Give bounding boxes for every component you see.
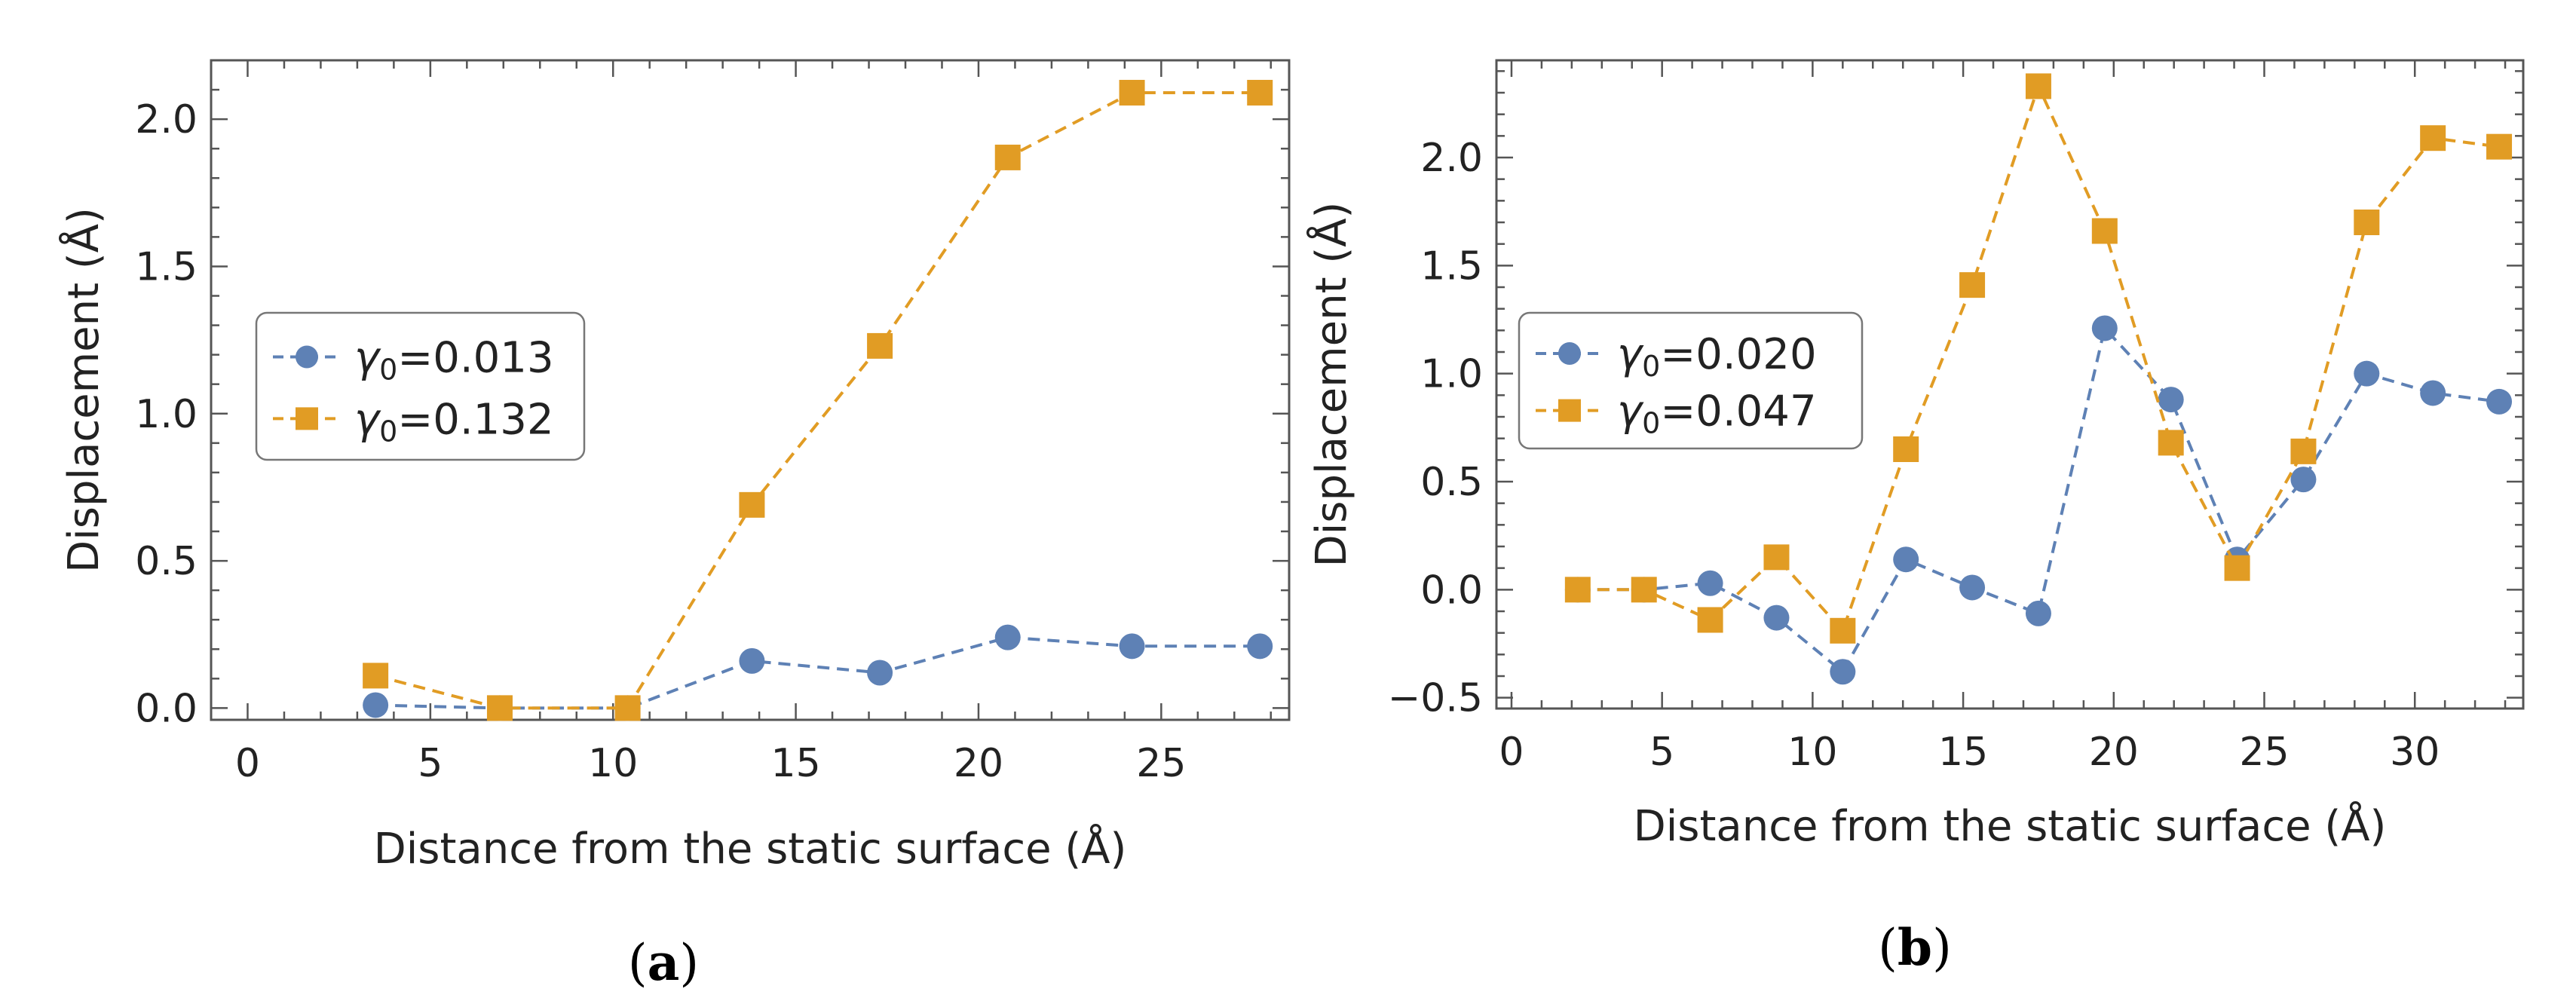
data-point-a-0 <box>739 647 765 674</box>
x-tick-label-b: 10 <box>1787 730 1837 775</box>
x-tick-label-a: 10 <box>588 741 638 786</box>
data-point-a-1 <box>739 491 765 518</box>
legend-box-b <box>1518 311 1864 450</box>
data-point-b-1 <box>2486 133 2513 160</box>
legend-marker-b-1 <box>1558 399 1581 422</box>
y-tick-label-b: 0.0 <box>1420 568 1483 613</box>
data-point-a-1 <box>486 695 513 721</box>
x-axis-title-b: Distance from the static surface (Å) <box>1634 801 2387 851</box>
plot-frame-a <box>210 59 1291 721</box>
data-point-a-1 <box>994 144 1021 170</box>
data-point-b-0 <box>2091 315 2118 341</box>
data-point-b-0 <box>2486 388 2513 415</box>
x-tick-label-b: 5 <box>1649 730 1674 775</box>
x-tick-label-b: 25 <box>2239 730 2289 775</box>
data-point-b-1 <box>1830 617 1856 644</box>
series-line-a-1 <box>375 91 1260 710</box>
data-point-b-0 <box>2354 360 2380 387</box>
legend-a: γ0=0.013 γ0=0.132 <box>255 311 586 461</box>
legend-label-a-0: γ0=0.013 <box>354 334 554 387</box>
data-point-a-1 <box>363 663 389 689</box>
y-tick-label-b: 1.5 <box>1420 243 1483 289</box>
y-tick-label-b: 0.5 <box>1420 460 1483 505</box>
x-tick-label-a: 5 <box>418 741 443 786</box>
data-point-a-0 <box>363 692 389 718</box>
data-point-b-1 <box>1697 607 1723 633</box>
x-tick-label-b: 20 <box>2089 730 2139 775</box>
caption-a: (a) <box>628 933 699 992</box>
data-point-b-1 <box>2224 555 2250 581</box>
data-point-b-1 <box>2091 218 2118 244</box>
caption-b-letter: b <box>1898 918 1932 977</box>
panel-b: 0 5 10 15 20 25 30 −0.5 0.0 0.5 1.0 1.5 2.0 Distance … <box>1306 59 2525 851</box>
x-tick-label-a: 25 <box>1136 741 1186 786</box>
x-tick-label-b: 30 <box>2390 730 2440 775</box>
data-point-b-1 <box>2025 73 2051 99</box>
y-axis-title-b: Displacement (Å) <box>1306 202 1356 568</box>
y-tick-label-a: 0.5 <box>135 539 198 584</box>
legend-label-b-1: γ0=0.047 <box>1617 387 1817 440</box>
data-point-b-1 <box>1564 577 1591 603</box>
data-point-b-0 <box>2158 387 2184 413</box>
data-point-b-1 <box>1959 272 1986 298</box>
y-tick-label-b: 1.0 <box>1420 352 1483 397</box>
data-point-a-1 <box>1247 79 1273 106</box>
data-point-a-0 <box>1247 633 1273 660</box>
y-tick-label-a: 2.0 <box>135 97 198 142</box>
data-point-b-1 <box>2354 210 2380 235</box>
legend-box-a <box>255 311 586 461</box>
data-point-b-0 <box>1830 659 1856 685</box>
y-tick-label-a: 0.0 <box>135 686 198 731</box>
series-line-a-0 <box>375 635 1260 710</box>
legend-label-b-0: γ0=0.020 <box>1617 330 1817 383</box>
x-tick-label-a: 15 <box>771 741 821 786</box>
x-tick-label-a: 20 <box>954 741 1003 786</box>
y-tick-label-b: 2.0 <box>1420 136 1483 181</box>
data-point-b-1 <box>1763 544 1790 571</box>
data-point-b-1 <box>2420 125 2446 152</box>
data-point-a-1 <box>1119 79 1145 106</box>
data-point-b-0 <box>2025 600 2051 626</box>
caption-b: (b) <box>1878 918 1952 977</box>
y-tick-label-a: 1.0 <box>135 392 198 437</box>
data-point-b-0 <box>1697 570 1723 596</box>
data-point-b-0 <box>1893 546 1919 573</box>
data-point-b-0 <box>1763 605 1790 631</box>
legend-marker-b-0 <box>1558 342 1581 365</box>
data-point-b-1 <box>1631 577 1657 603</box>
data-point-b-0 <box>2290 467 2317 493</box>
legend-label-a-1: γ0=0.132 <box>354 395 554 448</box>
data-point-a-0 <box>1119 633 1145 660</box>
y-axis-title-a: Displacement (Å) <box>59 207 109 573</box>
data-point-b-1 <box>2158 430 2184 456</box>
x-tick-label-a: 0 <box>235 741 260 786</box>
data-point-b-1 <box>1893 436 1919 462</box>
data-point-a-1 <box>867 332 893 359</box>
series-line-b-0 <box>1577 325 2500 675</box>
legend-marker-a-1 <box>296 407 318 430</box>
x-tick-label-b: 0 <box>1499 730 1524 775</box>
y-tick-label-a: 1.5 <box>135 244 198 289</box>
plot-frame-b <box>1495 59 2525 710</box>
caption-a-letter: a <box>648 933 680 992</box>
data-point-a-0 <box>994 624 1021 650</box>
panel-a: 0 5 10 15 20 25 0.0 0.5 1.0 1.5 2.0 Distance from t… <box>59 59 1291 874</box>
data-point-a-1 <box>614 695 641 721</box>
data-point-b-0 <box>2420 380 2446 406</box>
data-point-b-0 <box>1959 574 1986 601</box>
y-tick-label-b: −0.5 <box>1388 676 1483 721</box>
x-tick-label-b: 15 <box>1938 730 1988 775</box>
data-point-b-1 <box>2290 438 2317 464</box>
data-point-a-0 <box>867 660 893 686</box>
x-axis-title-a: Distance from the static surface (Å) <box>374 824 1127 874</box>
legend-marker-a-0 <box>296 345 318 369</box>
